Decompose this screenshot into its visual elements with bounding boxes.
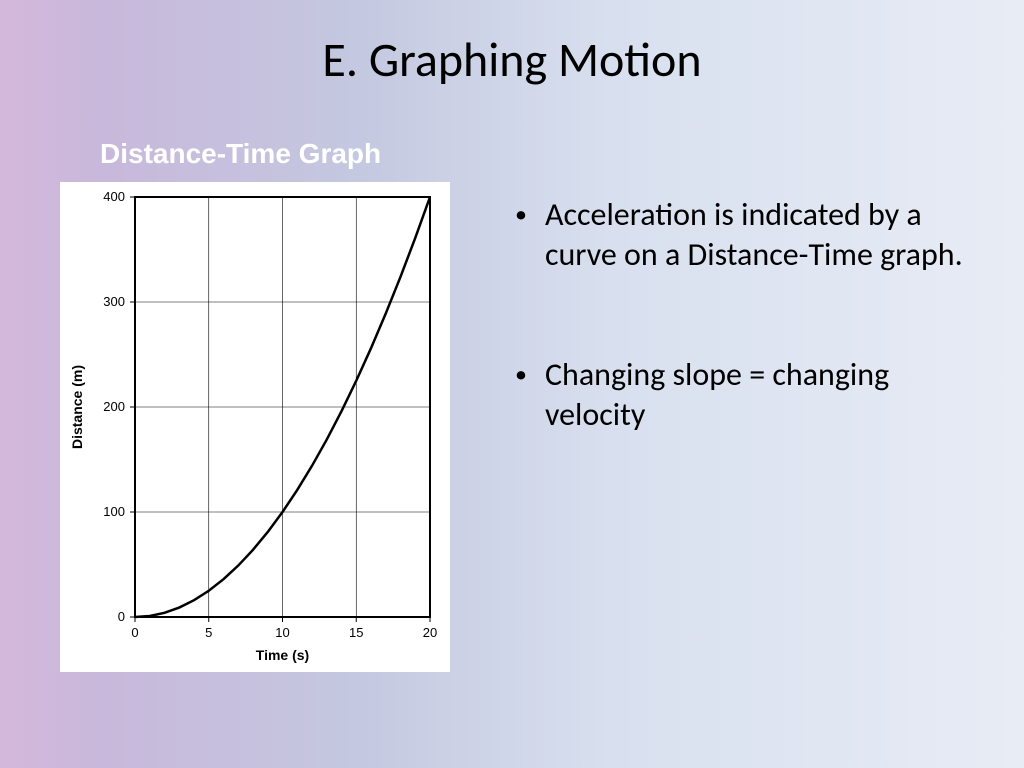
svg-text:0: 0 bbox=[131, 625, 138, 640]
svg-text:400: 400 bbox=[103, 189, 125, 204]
svg-text:10: 10 bbox=[275, 625, 289, 640]
bullet-item: • Acceleration is indicated by a curve o… bbox=[505, 195, 985, 275]
chart-subtitle: Distance-Time Graph bbox=[100, 138, 381, 170]
bullet-list: • Acceleration is indicated by a curve o… bbox=[505, 195, 985, 435]
svg-text:Time (s): Time (s) bbox=[256, 647, 309, 663]
chart-svg: 051015200100200300400Time (s)Distance (m… bbox=[60, 182, 450, 672]
bullet-dot-icon: • bbox=[515, 355, 527, 395]
svg-text:5: 5 bbox=[205, 625, 212, 640]
bullet-dot-icon: • bbox=[515, 195, 527, 235]
svg-text:200: 200 bbox=[103, 399, 125, 414]
svg-text:100: 100 bbox=[103, 504, 125, 519]
svg-text:300: 300 bbox=[103, 294, 125, 309]
bullet-item: • Changing slope = changing velocity bbox=[505, 355, 985, 435]
svg-text:15: 15 bbox=[349, 625, 363, 640]
distance-time-chart: 051015200100200300400Time (s)Distance (m… bbox=[60, 182, 450, 672]
svg-text:20: 20 bbox=[423, 625, 437, 640]
bullet-text: Acceleration is indicated by a curve on … bbox=[545, 195, 985, 275]
svg-text:Distance (m): Distance (m) bbox=[69, 365, 85, 449]
svg-text:0: 0 bbox=[118, 609, 125, 624]
page-title: E. Graphing Motion bbox=[0, 30, 1024, 89]
bullet-text: Changing slope = changing velocity bbox=[545, 355, 985, 435]
